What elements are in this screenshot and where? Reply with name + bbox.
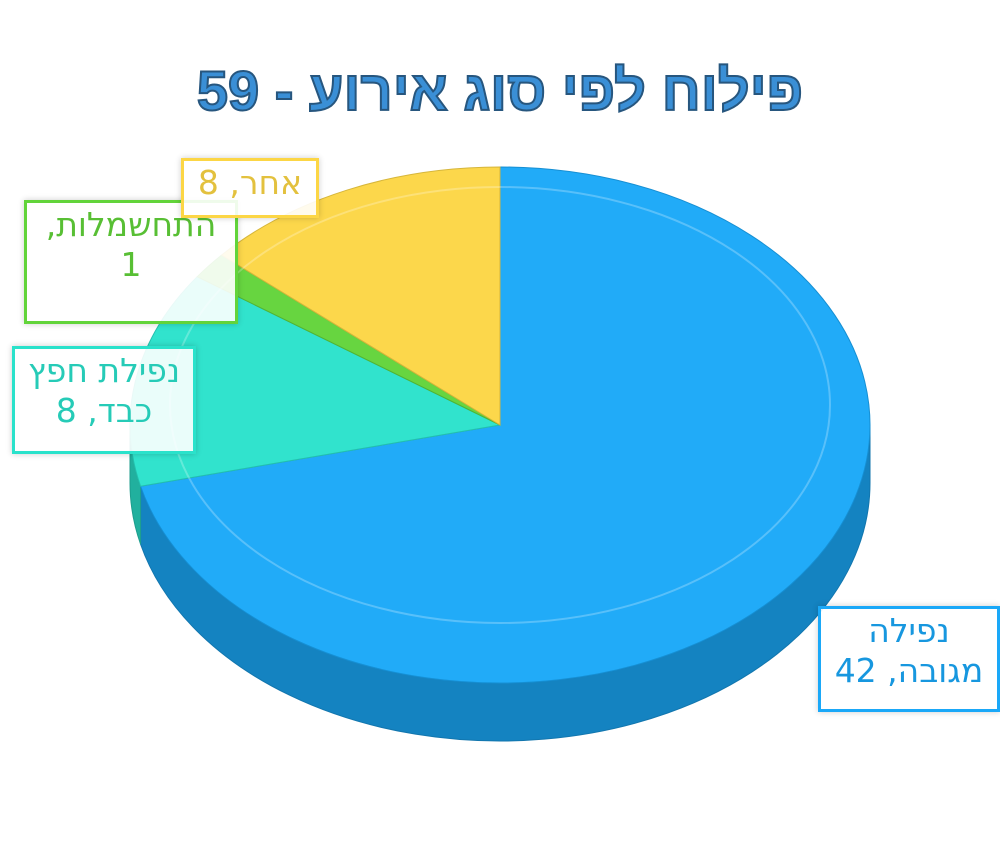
- slice: [220, 166, 501, 426]
- data-label: נפילה מגובה, 42: [818, 606, 1000, 712]
- data-label: התחשמלות, 1: [24, 200, 238, 324]
- data-label: נפילת חפץ כבד, 8: [12, 346, 196, 454]
- chart-title: פילוח לפי סוג אירוע - 59: [196, 58, 804, 123]
- data-label: אחר, 8: [181, 158, 319, 218]
- slice: [139, 166, 871, 684]
